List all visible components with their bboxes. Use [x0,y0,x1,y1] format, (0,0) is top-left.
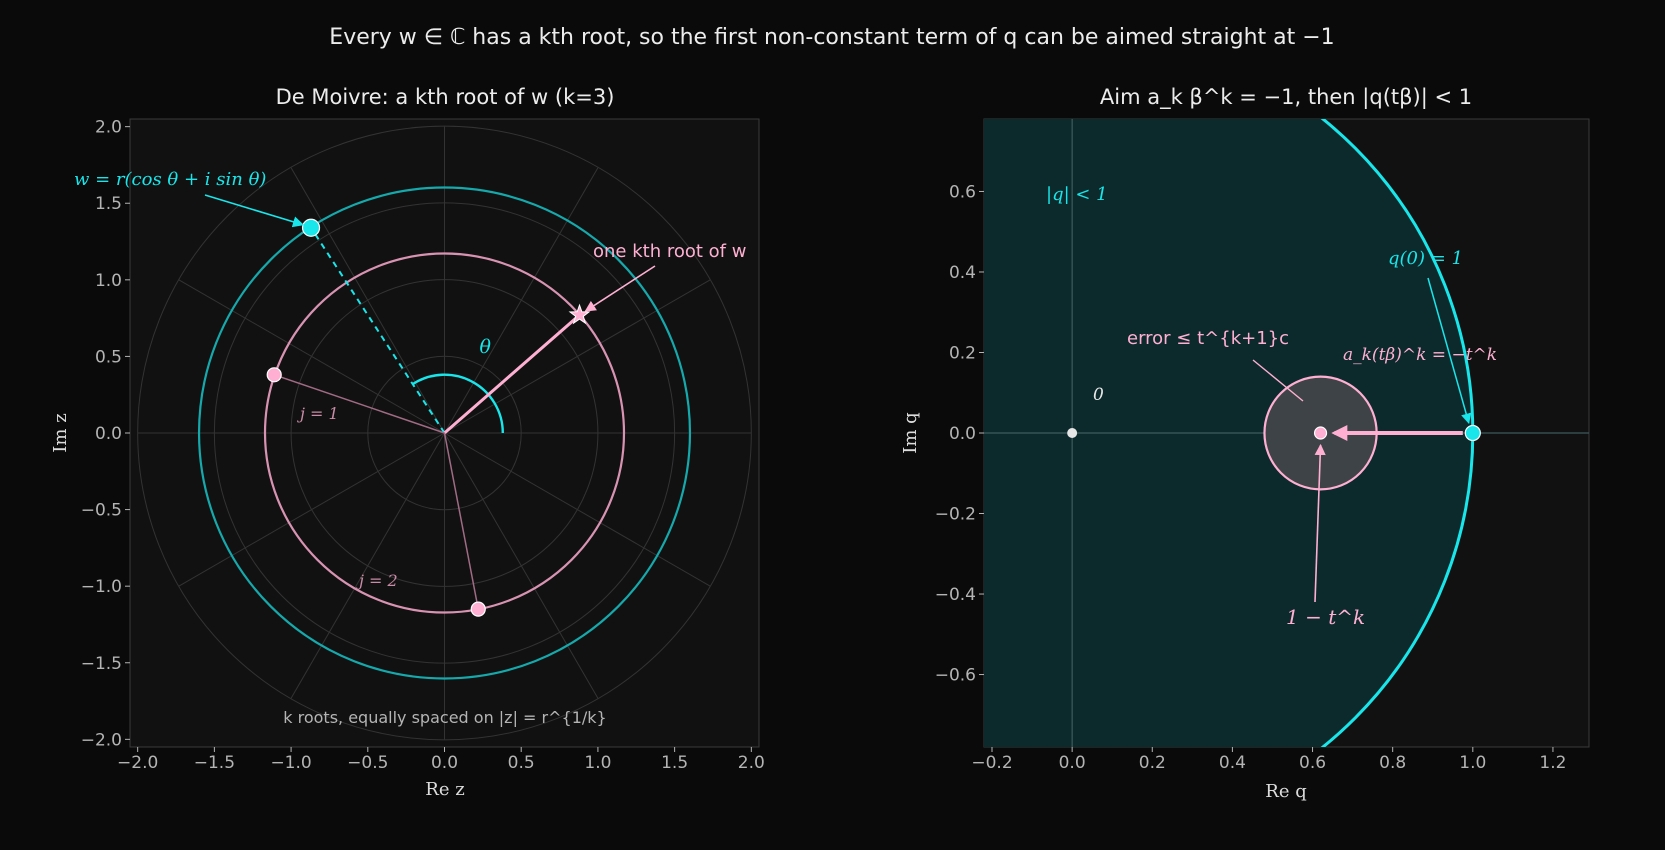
right-xlabel: Re q [1265,781,1306,802]
theta-label: θ [480,336,492,358]
polar-grid-spoke [178,432,445,587]
right-tick-labels: −0.2 0.0 0.2 0.4 0.6 0.8 1.0 1.2 −0.6 −0.4 −0.2 0.0… [935,182,1567,773]
bottom-note: k roots, equally spaced on |z| = r^{1/k} [283,708,606,727]
polar-grid-spoke [444,432,599,699]
right-ytick-label: −0.2 [935,505,976,525]
polar-grid-spoke [290,432,445,699]
left-ytick-label: 0.0 [95,424,122,444]
left-xtick-label: −0.5 [347,753,388,773]
left-ytick-label: 0.5 [95,347,122,367]
right-ytick-label: −0.6 [935,666,976,686]
right-ytick-label: 0.4 [949,263,976,283]
left-xtick-label: 0.5 [508,753,535,773]
root-annotation-arrow [584,265,656,312]
right-ytick-label: 0.6 [949,182,976,202]
right-ylabel: Im q [900,412,921,453]
left-xtick-label: −2.0 [117,753,158,773]
root-point-2 [470,601,486,617]
roots-circle [263,252,626,614]
root-spoke-2 [443,432,479,610]
left-tick-labels: −2.0 −1.5 −1.0 −0.5 0.0 0.5 1.0 1.5 2.0 −2.0 −1.5 −… [81,118,765,773]
principal-root-star [568,303,591,325]
q0-label: q(0) = 1 [1388,248,1463,269]
q0-point [1464,424,1481,442]
w-annotation-label: w = r(cos θ + i sin θ) [74,169,266,190]
right-xtick-label: 1.2 [1539,753,1566,773]
left-xtick-label: −1.5 [194,753,235,773]
target-label: 1 − t^k [1286,605,1365,629]
right-xtick-label: 1.0 [1459,753,1486,773]
w-point [301,218,321,237]
theta-arc [412,373,504,434]
left-ytick-label: 2.0 [95,118,122,138]
principal-root-spoke [443,313,581,435]
left-ytick-label: −0.5 [81,501,122,521]
left-xtick-label: 0.0 [431,753,458,773]
right-xtick-label: 0.6 [1299,753,1326,773]
w-modulus-circle [197,186,692,680]
right-xtick-label: 0.4 [1219,753,1246,773]
left-ylabel: Im z [50,413,71,452]
polar-grid-spoke [444,167,599,434]
right-plot-content [984,119,1589,747]
left-xlabel: Re z [425,779,464,800]
right-ytick-label: 0.2 [949,343,976,363]
target-point [1313,426,1328,440]
left-xtick-label: 1.5 [661,753,688,773]
shift-label: a_k(tβ)^k = −t^k [1343,345,1497,365]
w-radius-dashed [310,227,446,434]
left-ytick-label: −1.5 [81,654,122,674]
right-xtick-label: 0.0 [1059,753,1086,773]
right-ytick-label: −0.4 [935,585,976,605]
j2-label: j = 2 [356,571,398,590]
j1-label: j = 1 [297,404,339,423]
root-annotation-label: one kth root of w [593,241,746,262]
origin-label: 0 [1093,385,1104,405]
root-spoke-1 [273,374,445,434]
right-axes-title: Aim a_k β^k = −1, then |q(tβ)| < 1 [1100,85,1472,110]
left-xtick-label: −1.0 [270,753,311,773]
root-point-1 [266,367,282,383]
right-ytick-label: 0.0 [949,424,976,444]
q0-annotation-arrow [1427,277,1472,425]
polar-grid-spoke [444,279,711,434]
left-xtick-label: 1.0 [584,753,611,773]
left-axes-title: De Moivre: a kth root of w (k=3) [276,85,615,109]
left-polar-grid [137,125,752,741]
left-ytick-label: −1.0 [81,577,122,597]
polar-grid-spoke [444,432,711,587]
right-xtick-label: 0.2 [1139,753,1166,773]
left-panel: θ w = r(cos θ + i sin θ) one kth root of w… [50,85,765,800]
disk-label: |q| < 1 [1046,184,1108,205]
right-panel: |q| < 1 q(0) = 1 error ≤ t^{k+1}c a_k(tβ)^k… [900,85,1590,802]
left-xtick-label: 2.0 [738,753,765,773]
left-ytick-label: 1.0 [95,271,122,291]
left-ytick-label: 1.5 [95,194,122,214]
error-label: error ≤ t^{k+1}c [1127,328,1289,349]
left-ytick-label: −2.0 [81,730,122,750]
w-annotation-arrow [204,194,305,228]
polar-grid-spoke [290,167,445,434]
error-annotation-line [1252,359,1304,402]
right-xtick-label: −0.2 [971,753,1012,773]
target-annotation-arrow [1314,443,1326,603]
right-annotations: |q| < 1 q(0) = 1 error ≤ t^{k+1}c a_k(tβ)^k… [1046,184,1497,629]
left-plot-content: θ w = r(cos θ + i sin θ) one kth root of w… [74,169,746,727]
polar-grid-spoke [178,279,445,434]
origin-point [1067,428,1078,438]
figure-suptitle: Every w ∈ ℂ has a kth root, so the first… [329,25,1334,50]
right-xtick-label: 0.8 [1379,753,1406,773]
